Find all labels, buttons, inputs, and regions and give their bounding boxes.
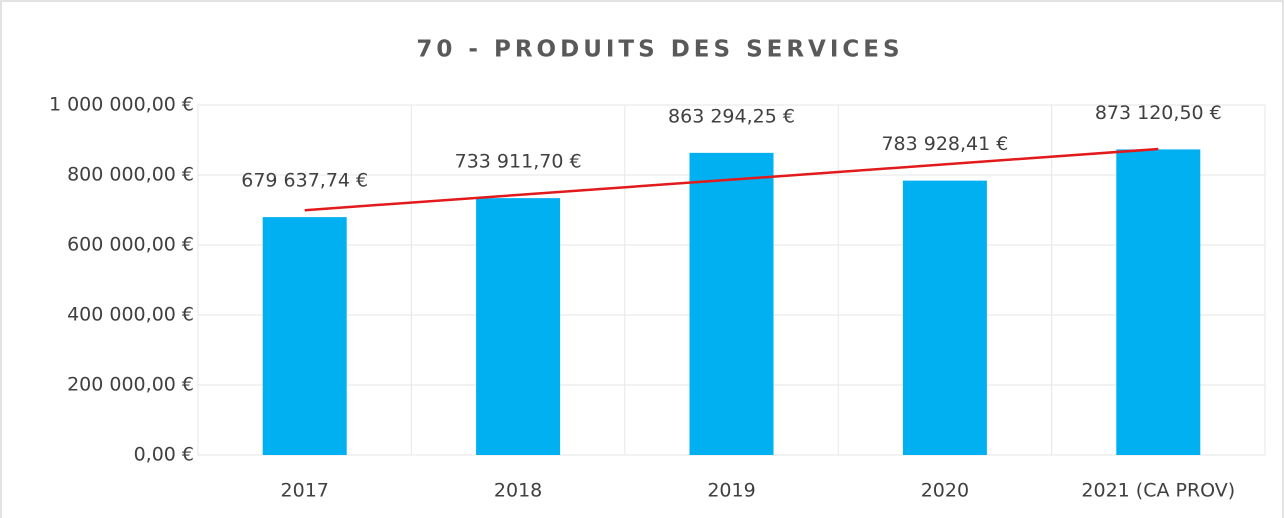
bar <box>476 198 561 455</box>
y-tick-label: 400 000,00 € <box>67 304 194 326</box>
value-label: 783 928,41 € <box>881 133 1008 155</box>
value-label: 733 911,70 € <box>455 151 582 173</box>
bar <box>689 152 774 455</box>
x-tick-label: 2018 <box>494 480 542 502</box>
bar <box>902 180 987 455</box>
y-tick-label: 1 000 000,00 € <box>49 94 194 116</box>
y-tick-label: 0,00 € <box>134 444 194 466</box>
x-tick-label: 2017 <box>281 480 329 502</box>
x-tick-label: 2021 (CA PROV) <box>1081 480 1235 502</box>
value-label: 679 637,74 € <box>241 170 368 192</box>
chart-title: 70 - PRODUITS DES SERVICES <box>416 37 903 63</box>
bar <box>1116 149 1201 455</box>
y-tick-label: 200 000,00 € <box>67 374 194 396</box>
y-tick-label: 600 000,00 € <box>67 234 194 256</box>
x-tick-label: 2020 <box>921 480 969 502</box>
bar <box>262 217 347 455</box>
trend-line <box>304 147 1159 212</box>
value-label: 863 294,25 € <box>668 105 795 127</box>
value-label: 873 120,50 € <box>1095 102 1222 124</box>
x-tick-label: 2019 <box>707 480 755 502</box>
y-tick-label: 800 000,00 € <box>67 164 194 186</box>
